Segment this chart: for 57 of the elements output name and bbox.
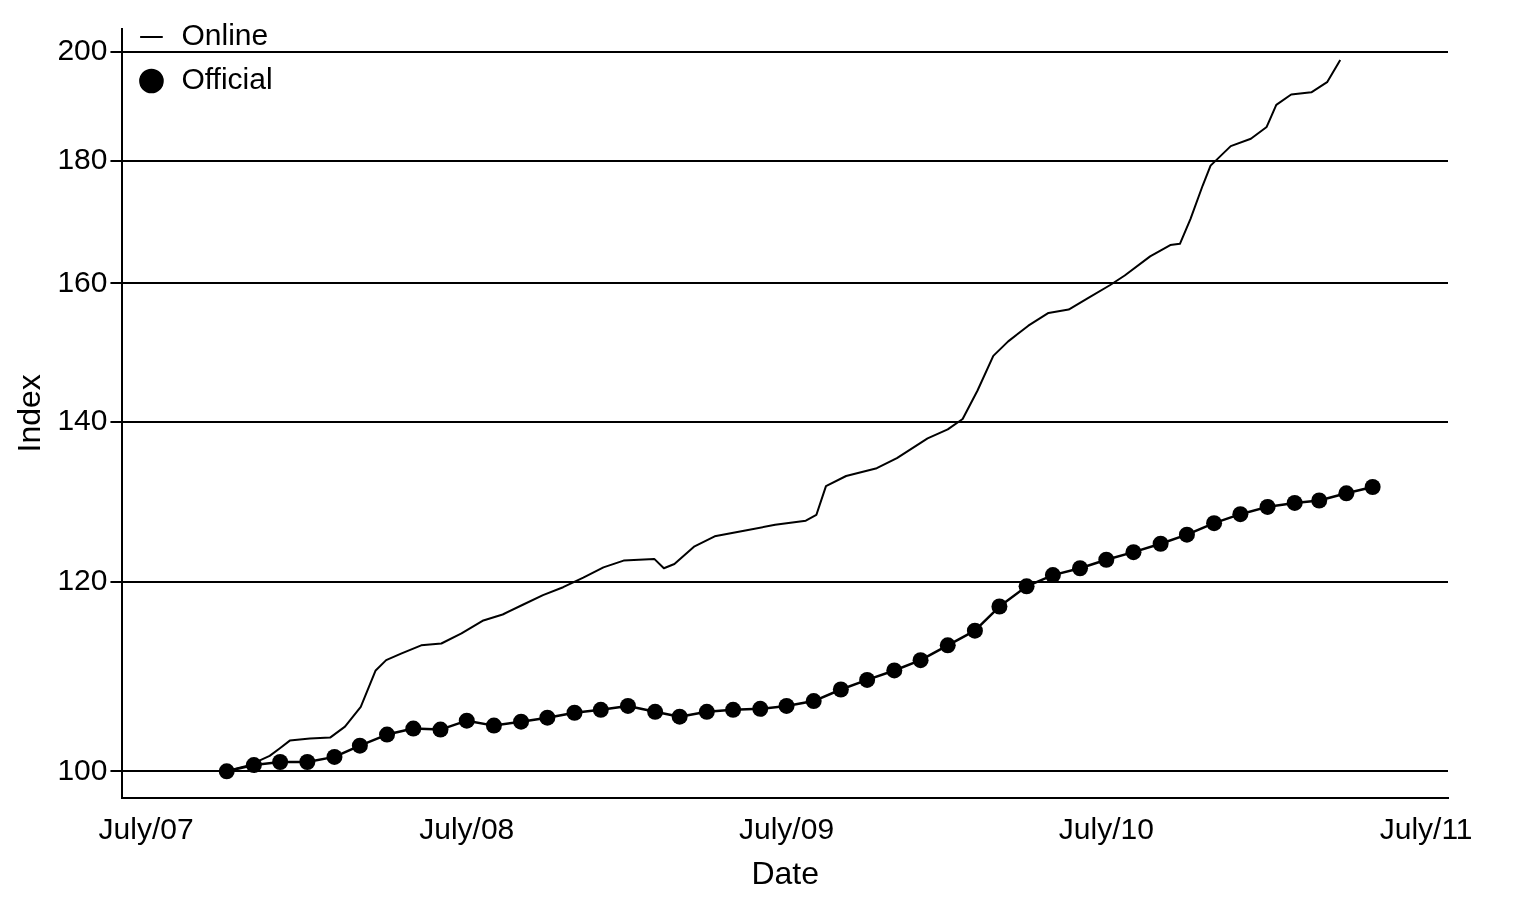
y-tick-label: 200 <box>57 32 108 66</box>
point <box>1338 485 1355 502</box>
point <box>1018 578 1035 595</box>
point <box>485 717 502 734</box>
y-tick-label: 120 <box>57 563 108 597</box>
point <box>513 713 530 730</box>
point <box>1098 551 1115 568</box>
point <box>859 671 876 688</box>
point <box>698 703 715 720</box>
point <box>805 693 822 710</box>
y-tick-label: 160 <box>57 264 108 298</box>
point <box>379 726 396 743</box>
point <box>647 703 664 720</box>
point <box>592 701 609 718</box>
y-axis-title: Index <box>11 374 48 453</box>
point <box>539 709 556 726</box>
point <box>1286 494 1303 511</box>
point <box>671 708 688 725</box>
point <box>299 754 316 771</box>
point <box>966 622 983 639</box>
point <box>218 763 235 780</box>
point <box>619 697 636 714</box>
point <box>1311 492 1328 509</box>
point <box>432 721 449 738</box>
legend-label: Online <box>181 18 269 52</box>
point <box>1206 515 1223 532</box>
point <box>326 748 343 765</box>
point <box>912 652 929 669</box>
y-tick-label: 180 <box>57 142 108 176</box>
y-tick-label: 100 <box>57 752 108 786</box>
point <box>1178 526 1195 543</box>
point <box>725 701 742 718</box>
point <box>1259 498 1276 515</box>
x-axis-title: Date <box>751 854 820 891</box>
x-tick-label: July/11 <box>1379 811 1473 845</box>
point <box>832 681 849 698</box>
point <box>886 662 903 679</box>
point <box>752 700 769 717</box>
point <box>351 737 368 754</box>
point <box>1072 560 1089 577</box>
point <box>272 754 289 771</box>
legend-label: Official <box>181 62 273 96</box>
point <box>458 712 475 729</box>
x-tick-label: July/10 <box>1058 811 1154 845</box>
x-tick-label: July/09 <box>739 811 835 845</box>
point <box>405 720 422 737</box>
point <box>939 637 956 654</box>
point <box>1125 544 1142 561</box>
x-tick-label: July/08 <box>419 811 515 845</box>
point <box>778 697 795 714</box>
point <box>1232 506 1249 523</box>
x-tick-label: July/07 <box>98 811 194 845</box>
point <box>1152 535 1169 552</box>
point <box>566 704 583 721</box>
point <box>1364 478 1381 495</box>
y-tick-label: 140 <box>57 403 108 437</box>
point <box>991 598 1008 615</box>
